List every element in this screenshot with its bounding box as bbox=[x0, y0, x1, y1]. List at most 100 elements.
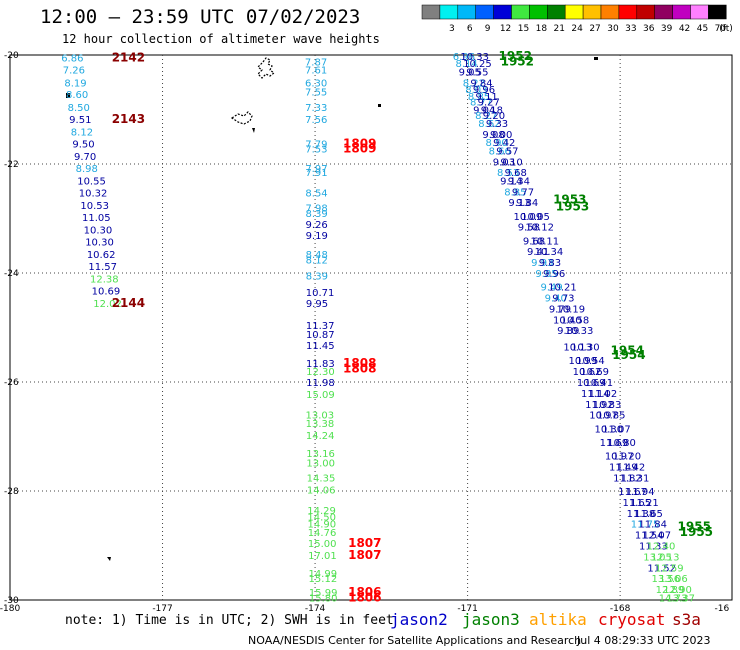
swh-label: 8.66 bbox=[489, 146, 511, 157]
swh-label: 12.90 bbox=[663, 585, 692, 596]
swh-label: 9.00 bbox=[490, 130, 512, 141]
swh-label: 11.69 bbox=[600, 438, 629, 449]
swh-label: 13.38 bbox=[306, 419, 335, 430]
pass-time-label: 1952 bbox=[499, 49, 532, 63]
swh-label: 6.86 bbox=[61, 54, 83, 65]
swh-label: 10.32 bbox=[79, 188, 108, 199]
map-plot: -180 -177 -174 -171 -168 -16 -20 -22 -24 -26 -28 -3… bbox=[0, 49, 733, 612]
swh-label: 8.54 bbox=[305, 188, 327, 199]
swh-label: 12.30 bbox=[306, 367, 335, 378]
swh-label: 9.96 bbox=[473, 85, 495, 96]
swh-label: 9.03 bbox=[493, 157, 515, 168]
pass-time-label: 1954 bbox=[612, 348, 645, 362]
swh-label: 11.57 bbox=[88, 262, 117, 273]
swh-label: 9.04 bbox=[473, 106, 495, 117]
pass-time-label: 1953 bbox=[556, 200, 589, 214]
pass-time-label: 1807 bbox=[348, 536, 381, 550]
swh-label: 10.69 bbox=[92, 286, 121, 297]
swh-label: 9.11 bbox=[476, 92, 498, 103]
swh-label: 8.90 bbox=[486, 138, 508, 149]
legend-value: 9 bbox=[485, 24, 491, 34]
swh-label: 11.65 bbox=[634, 509, 663, 520]
legend-unit: (ft) bbox=[719, 24, 733, 34]
legend-swatch bbox=[708, 4, 727, 20]
swh-label: 8.60 bbox=[66, 90, 88, 101]
swh-label: 9.40 bbox=[545, 294, 567, 305]
swh-label: 10.55 bbox=[77, 176, 106, 187]
swh-label: 7.98 bbox=[305, 204, 327, 215]
swh-label: 10.69 bbox=[580, 367, 609, 378]
swh-label: 7.79 bbox=[305, 139, 327, 150]
island-outline bbox=[252, 128, 255, 133]
swh-label: 12.07 bbox=[643, 531, 672, 542]
swh-label: 11.14 bbox=[581, 389, 610, 400]
swh-label: 8.85 bbox=[504, 187, 526, 198]
lat-label: -28 bbox=[4, 487, 19, 497]
swh-label: 14.73 bbox=[659, 593, 688, 604]
swh-label: 10.21 bbox=[548, 283, 577, 294]
pass-time-label: 1955 bbox=[680, 525, 713, 539]
swh-label: 7.53 bbox=[305, 145, 327, 156]
legend-value: 27 bbox=[589, 24, 600, 34]
swh-label: 9.34 bbox=[508, 176, 530, 187]
swh-label: 10.33 bbox=[460, 52, 489, 63]
legend-value: 30 bbox=[607, 24, 619, 34]
swh-label: 14.50 bbox=[307, 513, 336, 524]
legend-value: 42 bbox=[679, 24, 690, 34]
swh-label: 7.87 bbox=[305, 58, 327, 69]
swh-label: 14.90 bbox=[308, 520, 337, 531]
swh-label: 8.27 bbox=[475, 111, 497, 122]
pass-time-label: 1808 bbox=[343, 356, 376, 370]
swh-label: 6.30 bbox=[305, 78, 327, 89]
swh-label: 14.29 bbox=[307, 506, 336, 517]
satellite-s3a: s3a bbox=[672, 610, 701, 629]
swh-label: 11.21 bbox=[630, 498, 659, 509]
swh-label: 7.56 bbox=[305, 115, 327, 126]
swh-label: 9.84 bbox=[470, 78, 492, 89]
swh-label: 10.34 bbox=[535, 247, 564, 258]
swh-label: 17.01 bbox=[308, 551, 337, 562]
swh-label: 10.25 bbox=[463, 59, 492, 70]
swh-label: 8.14 bbox=[455, 59, 477, 70]
swh-label: 11.94 bbox=[626, 487, 655, 498]
lon-label: -168 bbox=[610, 604, 631, 612]
swh-label: 9.08 bbox=[482, 130, 504, 141]
swh-label: 11.82 bbox=[613, 473, 642, 484]
island-outline bbox=[230, 111, 253, 125]
pass-time-label: 2144 bbox=[112, 296, 145, 310]
swh-label: 10.30 bbox=[571, 343, 600, 354]
legend-value: 21 bbox=[554, 24, 565, 34]
swh-label: 15.12 bbox=[309, 574, 338, 585]
swh-label: 9.20 bbox=[483, 111, 505, 122]
pass-time-label: 1806 bbox=[348, 590, 381, 604]
lon-label: -16 bbox=[714, 604, 729, 612]
swh-label: 9.18 bbox=[481, 106, 503, 117]
swh-label: 10.41 bbox=[584, 378, 613, 389]
swh-label: 7.91 bbox=[305, 168, 327, 179]
swh-label: 10.83 bbox=[593, 400, 622, 411]
swh-label: 13.05 bbox=[643, 552, 672, 563]
swh-label: 11.49 bbox=[609, 462, 638, 473]
swh-label: 15.09 bbox=[306, 390, 335, 401]
swh-label: 9.50 bbox=[72, 139, 94, 150]
swh-label: 10.99 bbox=[569, 356, 598, 367]
swh-label: 9.55 bbox=[466, 67, 488, 78]
pass-time-label: 1955 bbox=[678, 519, 711, 533]
legend-value: 39 bbox=[661, 24, 673, 34]
map-title: 12:00 — 23:59 UTC 07/02/2023 bbox=[40, 6, 361, 28]
legend-value: 6 bbox=[467, 24, 473, 34]
swh-label: 11.45 bbox=[306, 341, 335, 352]
swh-label: 6.96 bbox=[453, 52, 475, 63]
swh-label: 9.14 bbox=[500, 176, 522, 187]
satellite-altika: altika bbox=[529, 610, 587, 629]
swh-label: 8.39 bbox=[306, 272, 328, 283]
islands bbox=[66, 57, 598, 561]
swh-label: 10.54 bbox=[576, 356, 605, 367]
swh-label: 8.77 bbox=[470, 97, 492, 108]
island-outline bbox=[66, 93, 70, 98]
swh-label: 9.33 bbox=[486, 119, 508, 130]
swh-label: 7.97 bbox=[305, 164, 327, 175]
swh-label: 14.76 bbox=[308, 528, 337, 539]
swh-label: 10.12 bbox=[525, 223, 554, 234]
